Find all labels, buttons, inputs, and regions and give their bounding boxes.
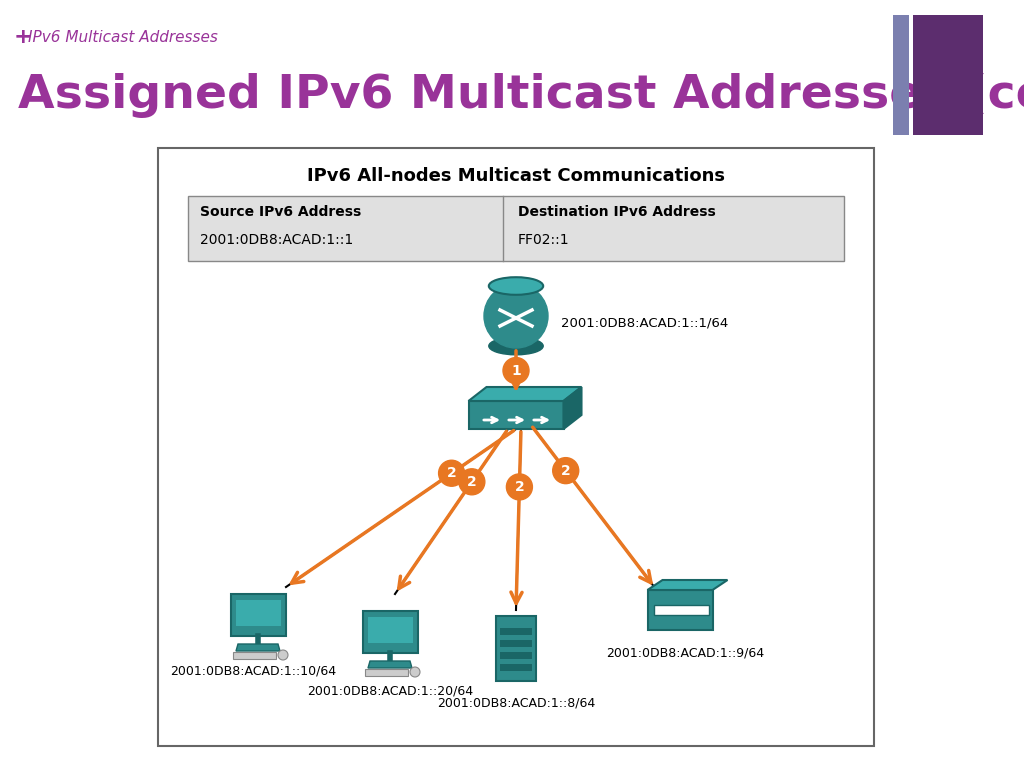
Text: +: + bbox=[14, 27, 33, 47]
FancyBboxPatch shape bbox=[158, 148, 874, 746]
Polygon shape bbox=[653, 605, 709, 615]
Text: Assigned IPv6 Multicast Addresses (cont.): Assigned IPv6 Multicast Addresses (cont.… bbox=[18, 72, 1024, 118]
Polygon shape bbox=[500, 640, 532, 647]
Circle shape bbox=[459, 468, 484, 495]
Polygon shape bbox=[233, 652, 276, 659]
Polygon shape bbox=[496, 615, 536, 680]
Text: FF02::1: FF02::1 bbox=[518, 233, 569, 247]
Text: 1: 1 bbox=[511, 363, 521, 378]
Text: 2001:0DB8:ACAD:1::8/64: 2001:0DB8:ACAD:1::8/64 bbox=[437, 696, 595, 709]
Ellipse shape bbox=[488, 337, 543, 355]
FancyBboxPatch shape bbox=[893, 15, 909, 135]
FancyBboxPatch shape bbox=[188, 196, 844, 261]
Polygon shape bbox=[236, 644, 280, 651]
Polygon shape bbox=[500, 664, 532, 671]
Polygon shape bbox=[469, 387, 582, 401]
Circle shape bbox=[507, 474, 532, 500]
Text: Destination IPv6 Address: Destination IPv6 Address bbox=[518, 205, 716, 219]
Polygon shape bbox=[236, 600, 281, 626]
Text: 2001:0DB8:ACAD:1::20/64: 2001:0DB8:ACAD:1::20/64 bbox=[307, 684, 473, 697]
Polygon shape bbox=[368, 661, 412, 668]
Text: 2001:0DB8:ACAD:1::10/64: 2001:0DB8:ACAD:1::10/64 bbox=[170, 665, 336, 678]
Polygon shape bbox=[647, 590, 713, 630]
Polygon shape bbox=[500, 652, 532, 659]
Text: 2001:0DB8:ACAD:1::1/64: 2001:0DB8:ACAD:1::1/64 bbox=[561, 316, 728, 329]
Text: Source IPv6 Address: Source IPv6 Address bbox=[200, 205, 361, 219]
Text: 2: 2 bbox=[561, 464, 570, 478]
Polygon shape bbox=[647, 580, 727, 590]
Text: 2001:0DB8:ACAD:1::9/64: 2001:0DB8:ACAD:1::9/64 bbox=[606, 646, 764, 659]
Text: 2: 2 bbox=[446, 466, 457, 480]
Polygon shape bbox=[563, 387, 582, 429]
Circle shape bbox=[503, 358, 529, 383]
Text: 2001:0DB8:ACAD:1::1: 2001:0DB8:ACAD:1::1 bbox=[200, 233, 353, 247]
Polygon shape bbox=[365, 669, 408, 676]
Text: IPv6 Multicast Addresses: IPv6 Multicast Addresses bbox=[28, 29, 218, 45]
Circle shape bbox=[410, 667, 420, 677]
Text: 2: 2 bbox=[467, 475, 477, 488]
Polygon shape bbox=[469, 401, 563, 429]
Circle shape bbox=[278, 650, 288, 660]
Circle shape bbox=[553, 458, 579, 484]
Circle shape bbox=[438, 460, 465, 486]
Ellipse shape bbox=[488, 277, 543, 295]
Polygon shape bbox=[500, 628, 532, 635]
FancyBboxPatch shape bbox=[913, 15, 983, 135]
Text: IPv6 All-nodes Multicast Communications: IPv6 All-nodes Multicast Communications bbox=[307, 167, 725, 185]
Circle shape bbox=[484, 284, 548, 348]
Text: 2: 2 bbox=[514, 480, 524, 494]
Polygon shape bbox=[230, 594, 286, 636]
Polygon shape bbox=[362, 611, 418, 653]
Polygon shape bbox=[368, 617, 413, 643]
